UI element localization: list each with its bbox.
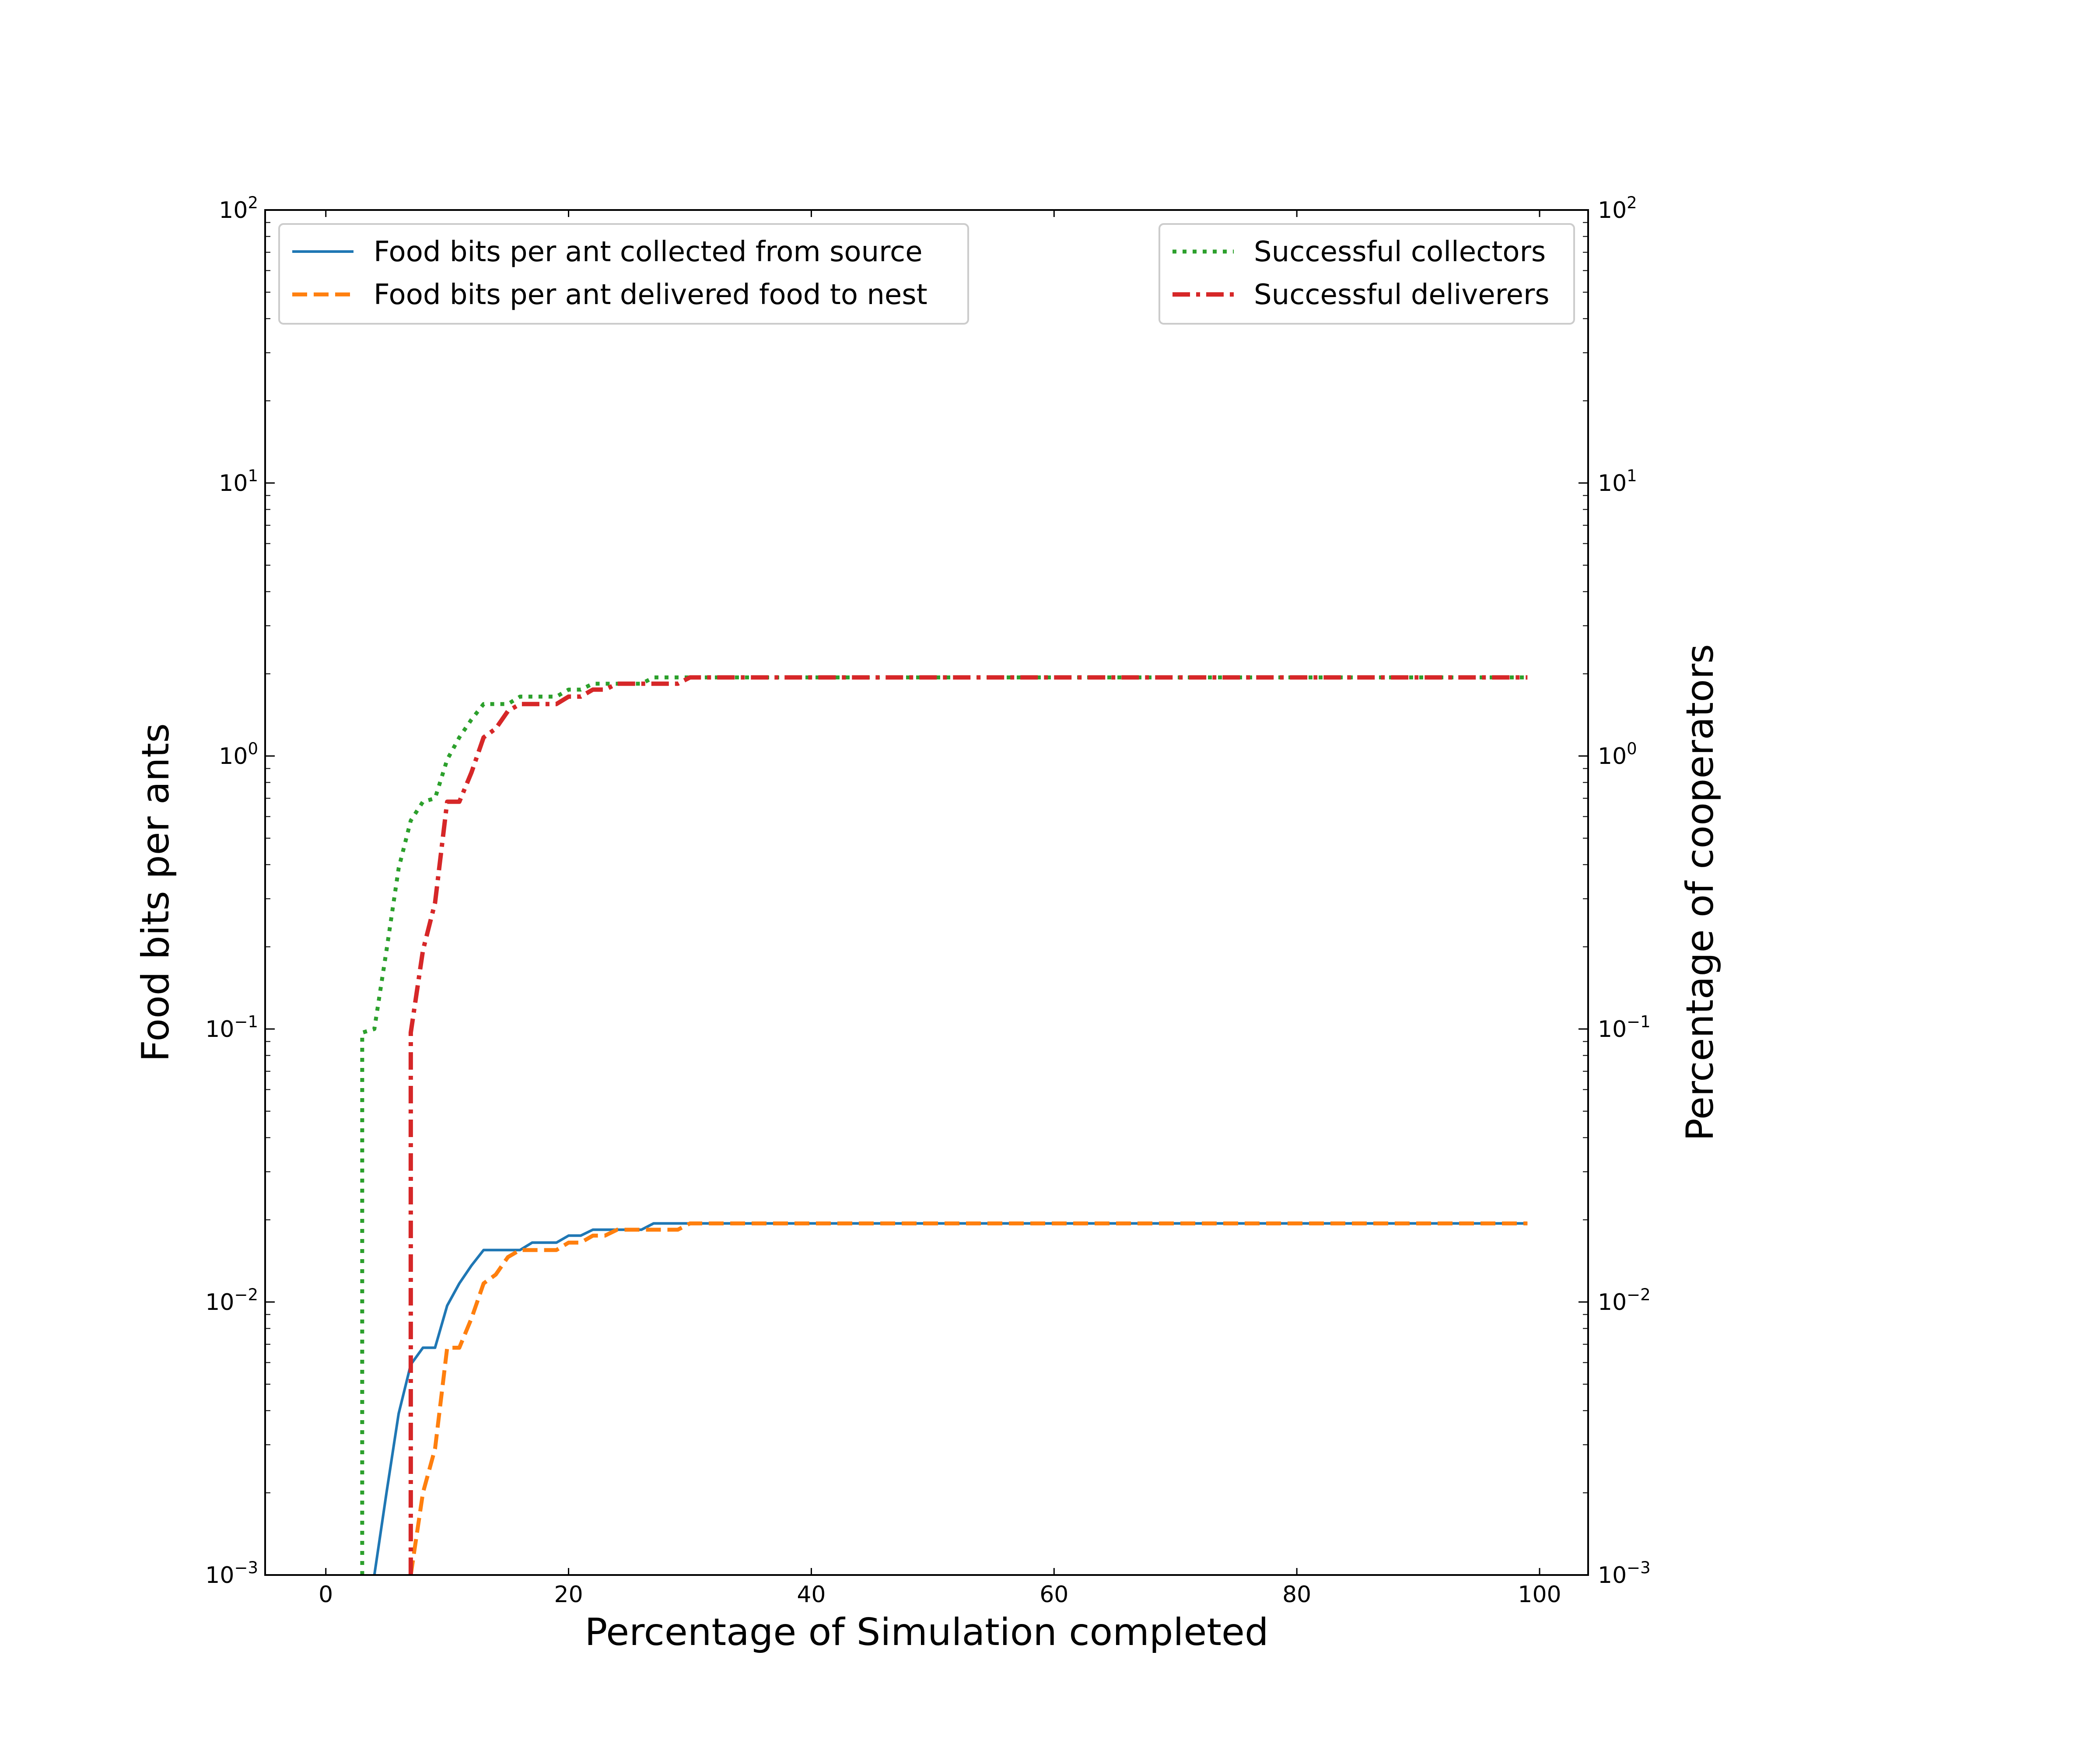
ticks-layer: 0 20 40 60 80 100 10−3 10−3 10−2 10−2 10−1 10−1 100 1… — [205, 193, 1650, 1608]
plot-frame — [264, 209, 1589, 1576]
y-tick-label-right: 10−3 — [1598, 1558, 1651, 1589]
y-axis-label-left: Food bits per ants — [134, 723, 178, 1062]
legend-label-collectors: Successful collectors — [1254, 236, 1546, 268]
y-tick-label-right: 10−1 — [1598, 1012, 1651, 1043]
series-line-3 — [408, 675, 1528, 1575]
legend-right: Successful collectors Successful deliver… — [1158, 223, 1575, 325]
series-line-2 — [360, 675, 1528, 1575]
x-tick-label: 100 — [1518, 1582, 1561, 1608]
legend-label-deliverers: Successful deliverers — [1254, 279, 1550, 311]
x-tick-label: 40 — [797, 1582, 826, 1608]
y-tick-label-left: 10−2 — [205, 1285, 258, 1316]
legend-left-frame — [278, 223, 969, 325]
legend-label-delivered: Food bits per ant delivered food to nest — [374, 279, 928, 311]
y-tick-label-right: 10−2 — [1598, 1285, 1651, 1316]
y-tick-label-right: 101 — [1598, 466, 1637, 497]
series-line-1 — [409, 1221, 1528, 1575]
y-tick-label-right: 102 — [1598, 193, 1637, 224]
x-axis-label: Percentage of Simulation completed — [584, 1610, 1268, 1654]
y-tick-label-left: 100 — [219, 739, 258, 770]
x-tick-label: 60 — [1040, 1582, 1068, 1608]
y-tick-label-left: 101 — [219, 466, 258, 497]
y-tick-label-right: 100 — [1598, 739, 1637, 770]
legend-label-collected: Food bits per ant collected from source — [374, 236, 923, 268]
y-axis-label-right: Percentage of cooperators — [1678, 644, 1722, 1141]
y-tick-label-left: 10−1 — [205, 1012, 258, 1043]
x-tick-label: 80 — [1282, 1582, 1311, 1608]
legend-left: Food bits per ant collected from source … — [278, 223, 969, 325]
x-tick-label: 0 — [318, 1582, 333, 1608]
legend-right-frame — [1158, 223, 1575, 325]
y-tick-label-left: 10−3 — [205, 1558, 258, 1589]
y-tick-label-left: 102 — [219, 193, 258, 224]
series-layer — [360, 675, 1528, 1575]
x-tick-label: 20 — [554, 1582, 583, 1608]
